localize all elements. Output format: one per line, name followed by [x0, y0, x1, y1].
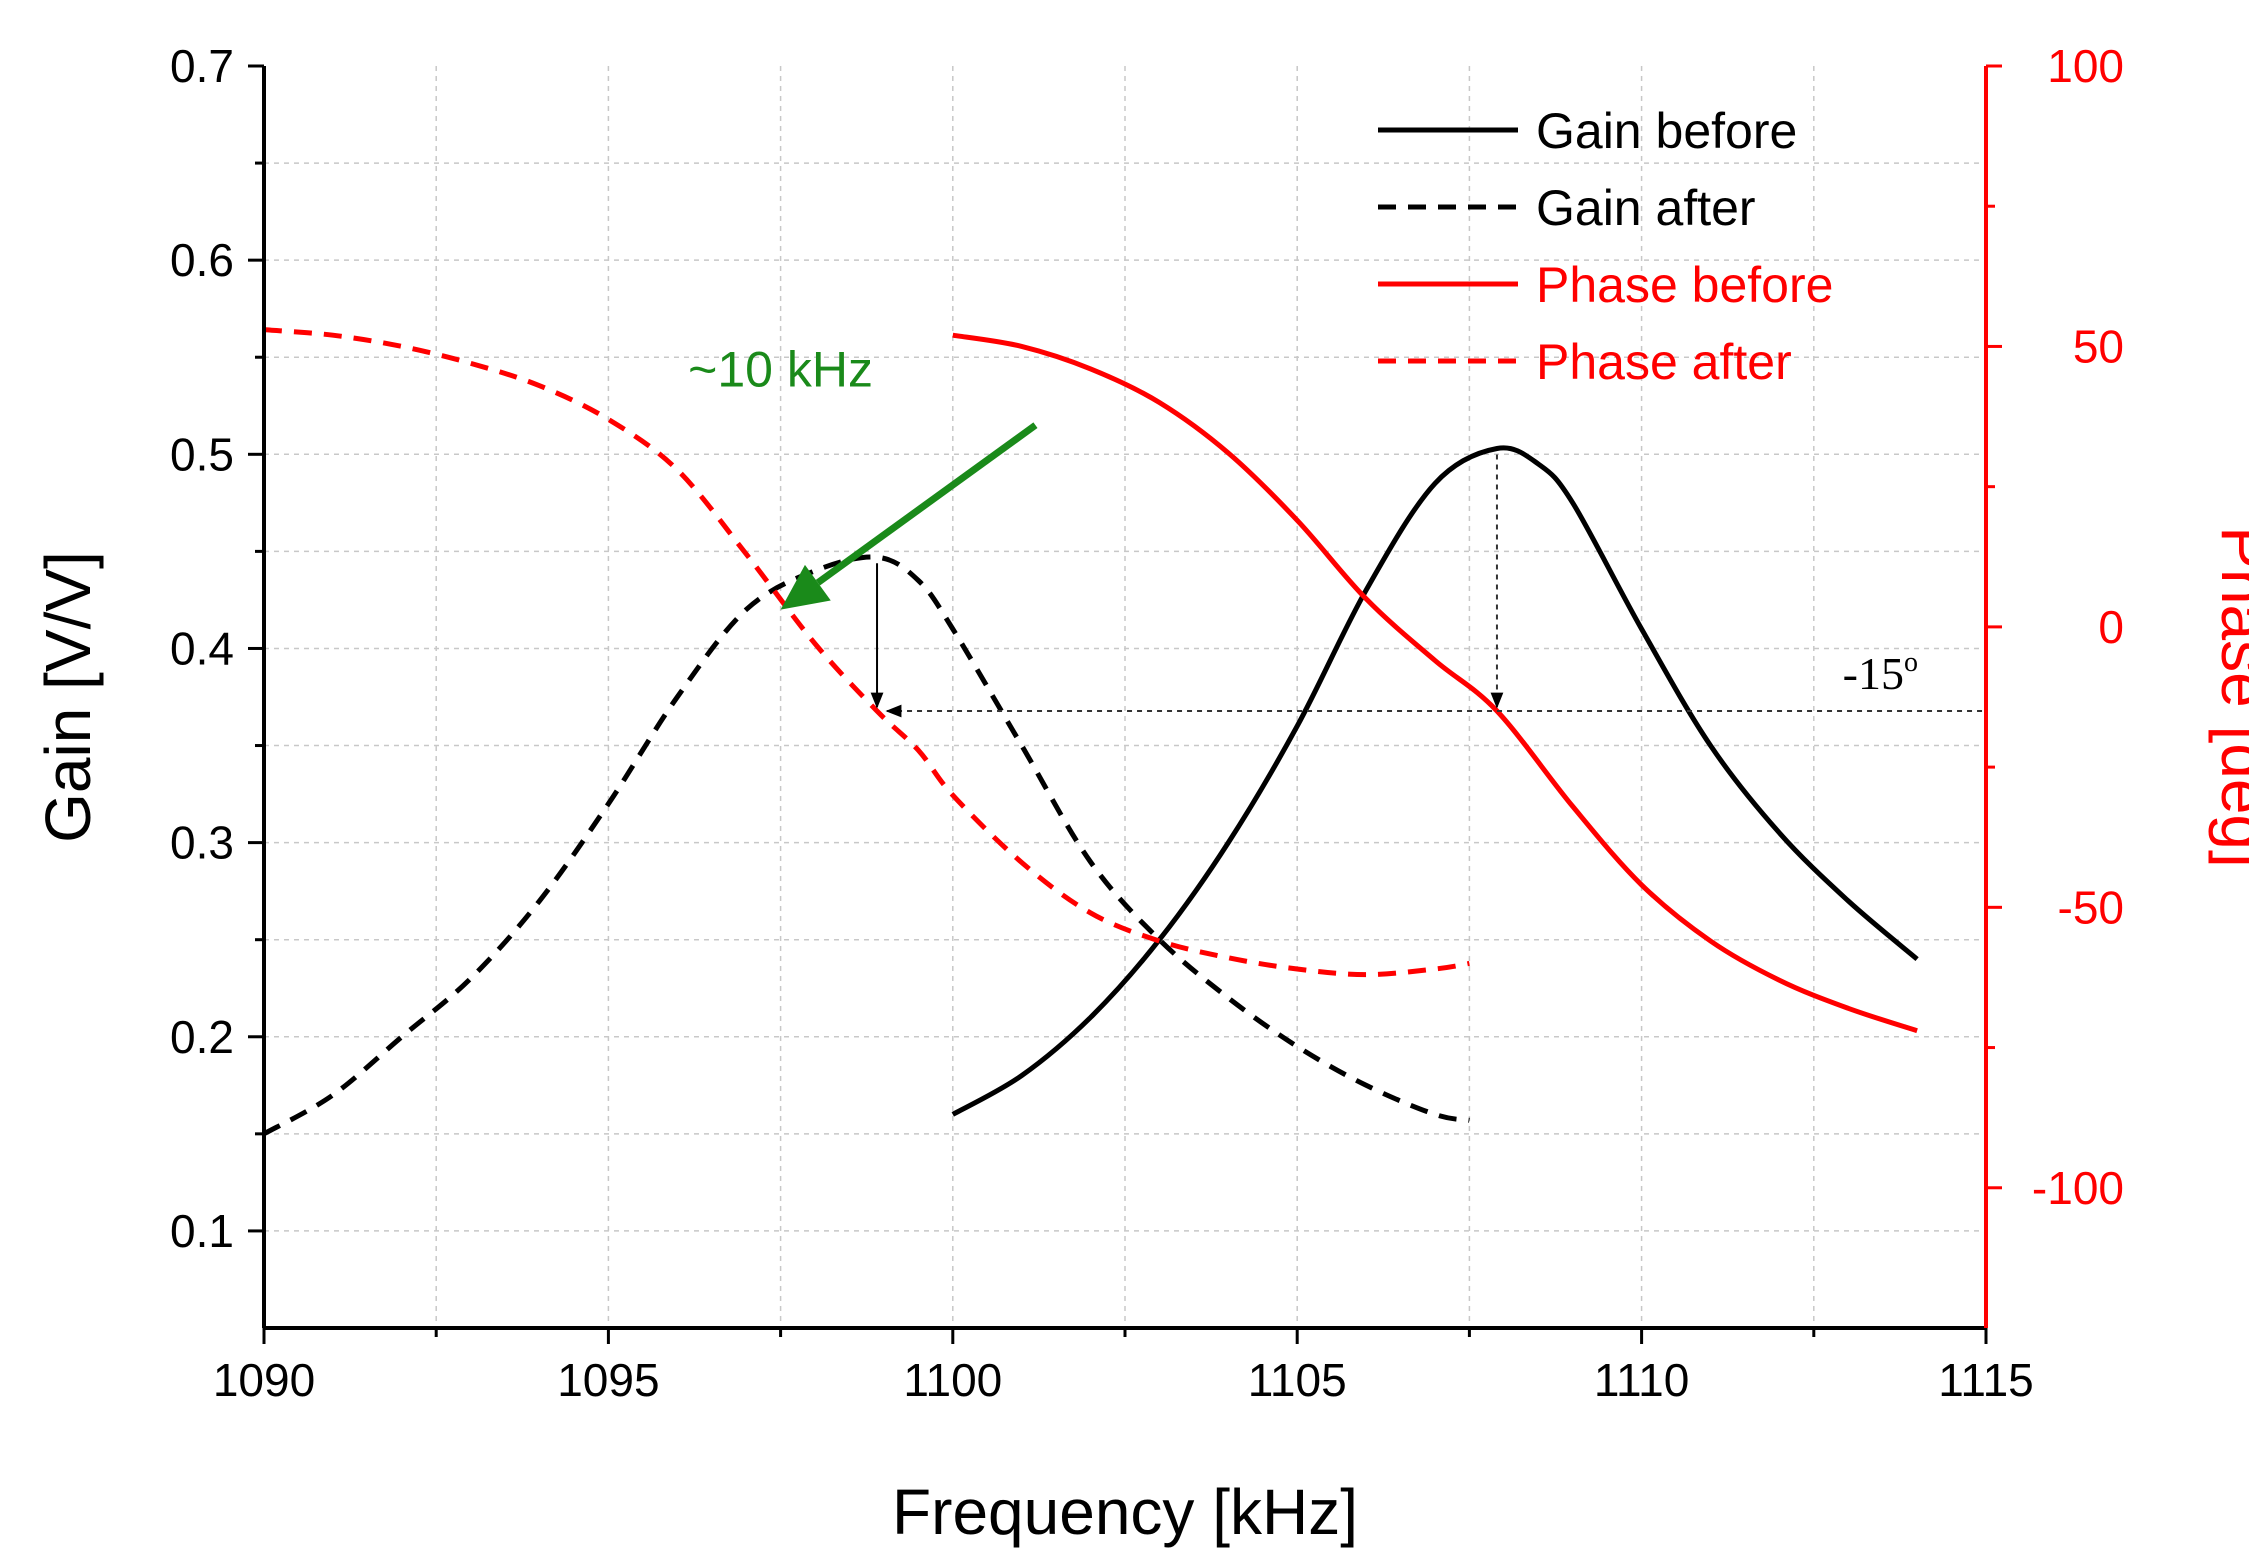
y-tick-label: 0.7	[170, 40, 234, 92]
y-right-tick-label: 0	[2098, 601, 2124, 653]
series-layer	[262, 327, 1919, 1136]
annotation-layer: ~10 kHz -15o	[688, 341, 1986, 718]
series-phase-after	[263, 327, 1470, 978]
y-tick-label: 0.5	[170, 428, 234, 480]
x-axis-title: Frequency [kHz]	[892, 1476, 1358, 1548]
y-right-tick-label: 50	[2073, 320, 2124, 372]
x-tick-label: 1115	[1938, 1354, 2034, 1406]
y-right-tick-label: -100	[2032, 1162, 2124, 1214]
y-right-tick-label: -50	[2058, 881, 2124, 933]
series-gain-before	[951, 445, 1919, 1117]
frequency-shift-arrow-head	[780, 564, 831, 610]
y-tick-label: 0.1	[170, 1205, 234, 1257]
y-tick-label: 0.2	[170, 1011, 234, 1063]
frequency-shift-label: ~10 kHz	[688, 341, 873, 397]
x-tick-label: 1110	[1594, 1354, 1690, 1406]
frequency-shift-arrow	[815, 422, 1038, 586]
phase-annotation-value: -15	[1843, 648, 1904, 699]
y-tick-label: 0.3	[170, 817, 234, 869]
x-tick-label: 1090	[213, 1354, 315, 1406]
phase-annotation-degree: o	[1904, 647, 1918, 678]
y-right-tick-label: 100	[2047, 40, 2124, 92]
x-tick-label: 1095	[557, 1354, 659, 1406]
tick-labels: 1090 1095 1100 1105 1110 1115 0.1 0.2 0.3 0.4 0.5 0…	[170, 40, 2124, 1406]
series-gain-after	[262, 554, 1470, 1136]
y-tick-label: 0.6	[170, 234, 234, 286]
series-phase-before	[952, 332, 1918, 1034]
grid	[264, 66, 1986, 1328]
right-y-axis-title: Phase [deg]	[2208, 526, 2249, 868]
phase-annotation-label: -15o	[1843, 647, 1918, 699]
x-tick-label: 1105	[1248, 1354, 1347, 1406]
legend-label-phase-before: Phase before	[1536, 257, 1833, 313]
legend-label-gain-after: Gain after	[1536, 180, 1756, 236]
legend: Gain before Gain after Phase before Phas…	[1378, 103, 1833, 390]
ticks	[248, 64, 2002, 1344]
legend-label-phase-after: Phase after	[1536, 334, 1792, 390]
legend-label-gain-before: Gain before	[1536, 103, 1797, 159]
y-axis-title: Gain [V/V]	[32, 551, 104, 843]
x-tick-label: 1100	[903, 1354, 1002, 1406]
y-tick-label: 0.4	[170, 622, 234, 674]
